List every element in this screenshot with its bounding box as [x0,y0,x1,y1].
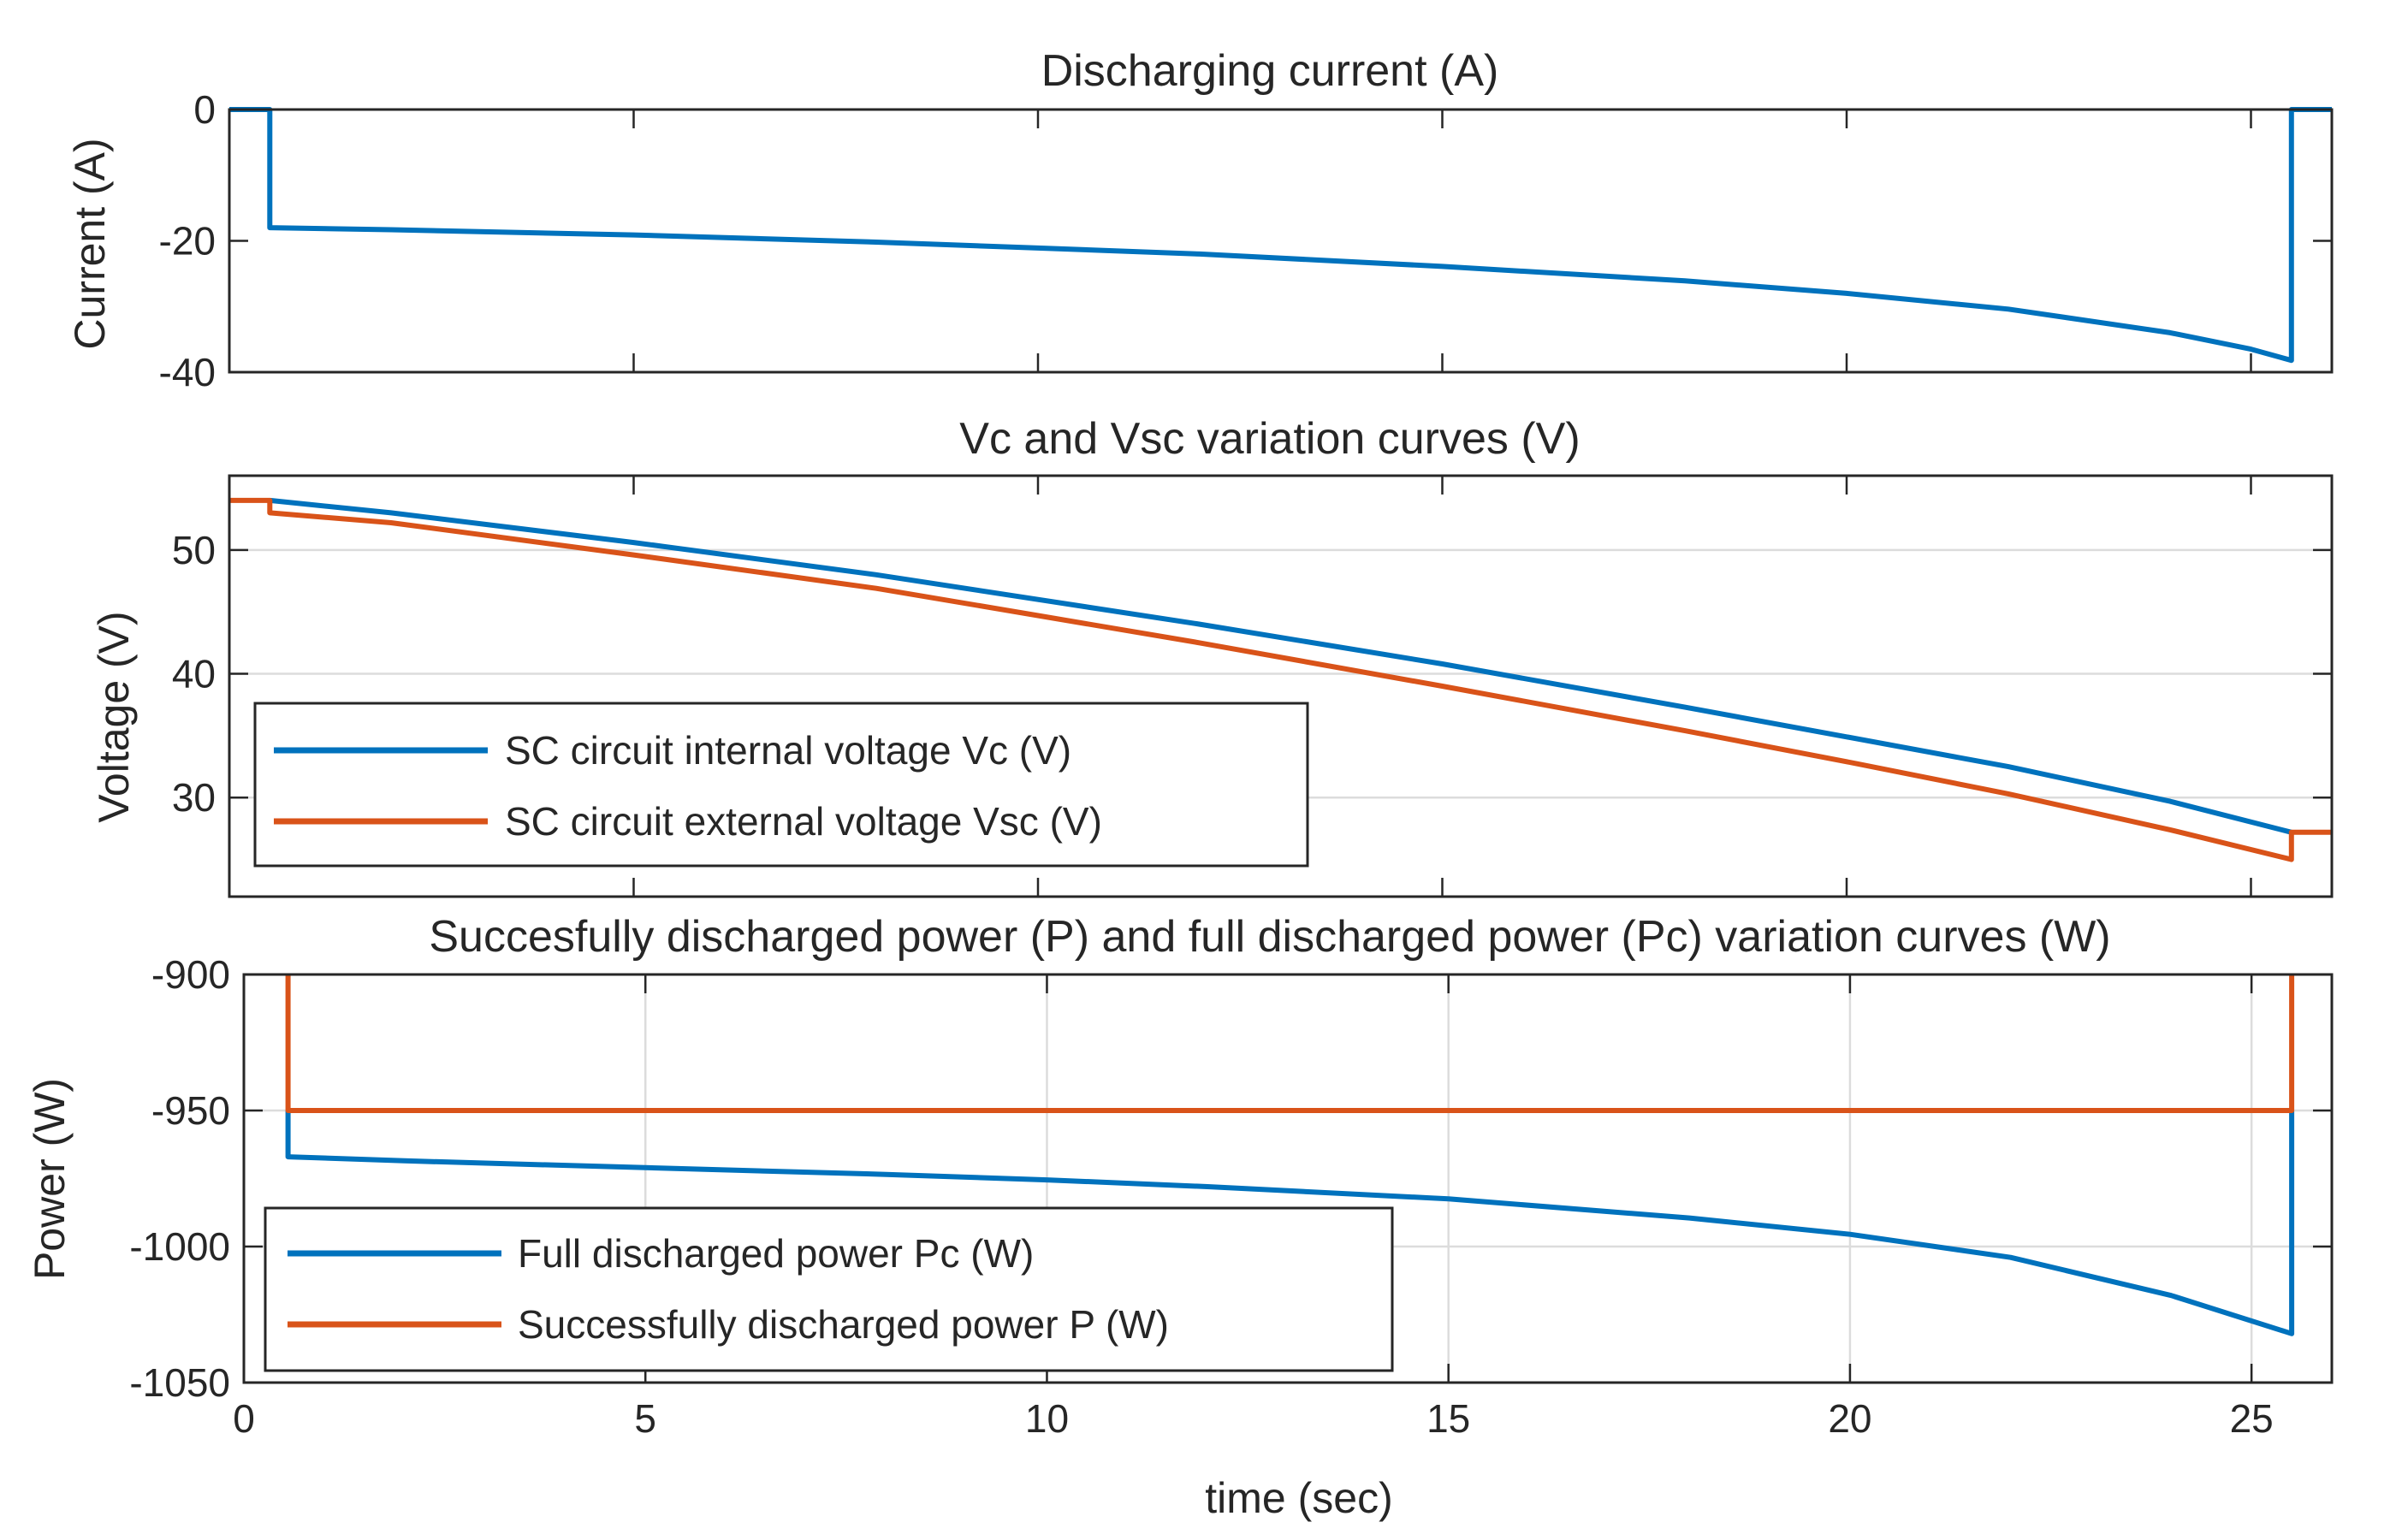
time-x-axis-label: time (sec) [1205,1474,1392,1522]
current-ytick-label: 0 [193,87,216,132]
power-legend: Full discharged power Pc (W) Successfull… [264,1206,1394,1372]
power-xtick-label: 20 [1828,1396,1871,1441]
current-axes-frame [228,108,2334,374]
current-ytick-label: -20 [159,219,216,264]
power-plot-title: Succesfully discharged power (P) and ful… [429,912,2110,962]
current-ytick-label: -40 [159,350,216,394]
power-ytick-label: -1000 [129,1224,230,1269]
power-xtick-label: 10 [1025,1396,1069,1441]
power-series-line-1 [285,974,2295,1113]
power-xtick-label: 15 [1426,1396,1470,1441]
power-plot-panel: Succesfully discharged power (P) and ful… [26,912,2334,1522]
power-xtick-label: 5 [634,1396,656,1441]
voltage-series-line-1 [229,497,2332,862]
voltage-ytick-label: 40 [172,652,216,696]
power-ytick-label: -1050 [129,1360,230,1405]
voltage-y-axis-label: Voltage (V) [90,611,138,822]
voltage-legend: SC circuit internal voltage Vc (V) SC ci… [253,702,1309,868]
power-legend-box [264,1206,1394,1372]
voltage-series-line-0 [269,497,2292,835]
current-plot-title: Discharging current (A) [1041,46,1499,96]
voltage-ytick-label: 50 [172,528,216,572]
power-legend-label-pc: Full discharged power Pc (W) [518,1231,1034,1276]
current-series-line-0 [229,107,2332,364]
power-legend-label-p: Successfully discharged power P (W) [518,1302,1169,1347]
current-y-axis-label: Current (A) [66,138,114,349]
power-xtick-label: 25 [2230,1396,2274,1441]
power-axes-frame [242,973,2334,1384]
voltage-ytick-label: 30 [172,775,216,820]
power-xtick-label: 0 [233,1396,255,1441]
power-y-axis-label: Power (W) [26,1078,74,1280]
current-plot-panel: Discharging current (A) Current (A) 0 -20… [66,46,2334,394]
power-ytick-label: -950 [151,1088,230,1133]
voltage-legend-box [253,702,1309,868]
voltage-legend-label-vsc: SC circuit external voltage Vsc (V) [505,799,1102,844]
power-ytick-label: -900 [151,952,230,997]
voltage-legend-label-vc: SC circuit internal voltage Vc (V) [505,728,1071,773]
voltage-plot-title: Vc and Vsc variation curves (V) [959,414,1580,464]
voltage-plot-panel: Vc and Vsc variation curves (V) Voltage … [90,414,2334,898]
voltage-axes-frame [228,474,2334,898]
power-series-line-0 [285,1111,2295,1336]
